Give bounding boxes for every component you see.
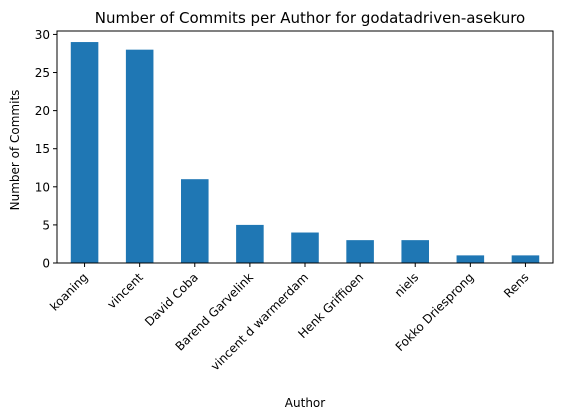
x-axis-label: Author (285, 396, 325, 410)
y-tick-label: 10 (35, 180, 50, 194)
bar-niels (401, 240, 429, 263)
bar-koaning (70, 42, 99, 263)
x-tick-label: David Coba (142, 270, 201, 329)
y-tick-label: 20 (35, 104, 50, 118)
x-tick-label: koaning (47, 270, 90, 313)
y-axis-ticks: 0 5 10 15 20 25 30 (35, 28, 57, 271)
y-axis-label: Number of Commits (8, 90, 22, 211)
bar-rens (511, 255, 540, 263)
y-tick-label: 0 (42, 257, 50, 271)
x-tick-label: vincent d warmerdam (208, 270, 311, 373)
bar-vincent (125, 49, 154, 263)
bar-vincent-d-warmerdam (291, 232, 319, 263)
y-tick-label: 30 (35, 28, 50, 42)
x-tick-label: niels (392, 270, 422, 300)
bars-group (70, 42, 540, 263)
x-tick-label: Rens (501, 270, 531, 300)
y-tick-label: 15 (35, 142, 50, 156)
bar-david-coba (181, 179, 209, 263)
y-tick-label: 25 (35, 66, 50, 80)
bar-fokko-driesprong (456, 255, 485, 263)
y-tick-label: 5 (42, 218, 50, 232)
bar-barend-garvelink (236, 224, 264, 263)
bar-henk-griffioen (346, 240, 374, 263)
x-tick-label: vincent (105, 270, 146, 311)
plot-frame (56, 30, 554, 264)
chart-title: Number of Commits per Author for godatad… (95, 9, 525, 27)
